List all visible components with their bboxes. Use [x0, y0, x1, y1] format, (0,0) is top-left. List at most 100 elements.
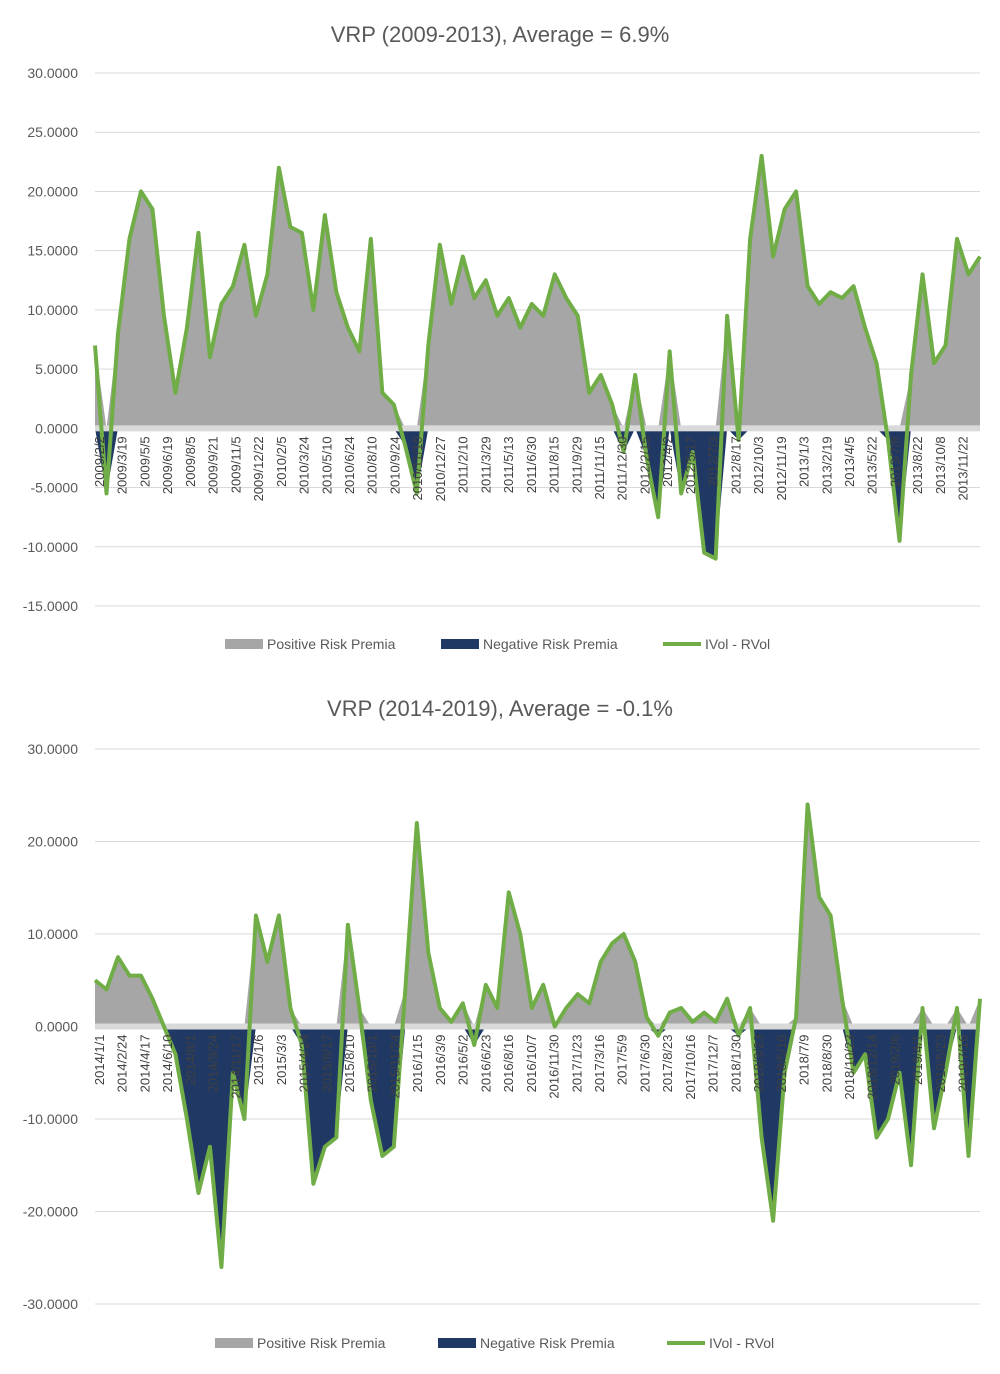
legend-ivol-rvol-label: IVol - RVol — [709, 1335, 774, 1351]
x-tick-label: 2013/1/3 — [797, 436, 812, 487]
y-tick-label: 30.0000 — [27, 65, 78, 81]
x-tick-label: 2011/6/30 — [524, 436, 539, 493]
x-tick-label: 2016/1/15 — [410, 1035, 425, 1093]
x-tick-label: 2019/7/16 — [956, 1035, 971, 1093]
x-tick-label: 2016/8/16 — [501, 1035, 516, 1093]
ivol-rvol-line — [93, 802, 982, 1269]
vrp-2014-2019-chart: VRP (2014-2019), Average = -0.1% 30.0000 2… — [23, 696, 982, 1351]
y-tick-label: 15.0000 — [27, 243, 78, 259]
x-tick-label: 2015/1/6 — [251, 1035, 266, 1086]
x-tick-label: 2014/1/1 — [92, 1035, 107, 1086]
x-tick-label: 2010/12/27 — [433, 436, 448, 501]
x-tick-label: 2012/8/17 — [728, 436, 743, 494]
x-tick-label: 2019/2/6 — [887, 1035, 902, 1086]
x-tick-label: 2013/2/19 — [819, 436, 834, 494]
x-tick-label: 2010/6/24 — [342, 436, 357, 494]
x-tick-label: 2011/5/13 — [501, 436, 516, 493]
legend-positive-risk-premia-swatch — [215, 1338, 253, 1348]
y-tick-label: -10.0000 — [23, 539, 78, 555]
y-tick-label: -30.0000 — [23, 1296, 78, 1312]
x-tick-label: 2014/2/24 — [115, 1035, 130, 1093]
x-tick-label: 2010/8/10 — [365, 436, 380, 494]
y-tick-label: 20.0000 — [27, 834, 78, 850]
x-tick-label: 2016/6/23 — [478, 1035, 493, 1093]
legend-negative-risk-premia-label: Negative Risk Premia — [483, 636, 618, 652]
x-tick-label: 2014/4/17 — [137, 1035, 152, 1093]
x-tick-label: 2018/3/23 — [751, 1035, 766, 1093]
x-tick-label: 2015/6/17 — [319, 1035, 334, 1093]
x-tick-label: 2013/7/8 — [887, 436, 902, 487]
x-tick-label: 2015/8/10 — [342, 1035, 357, 1093]
x-tick-label: 2010/5/10 — [319, 436, 334, 494]
legend-positive-risk-premia-label: Positive Risk Premia — [267, 636, 396, 652]
negative-risk-premia-area — [95, 428, 980, 559]
x-tick-label: 2012/11/19 — [774, 436, 789, 500]
x-tick-label: 2012/7/3 — [706, 436, 721, 487]
x-tick-label: 2016/11/30 — [547, 1035, 562, 1099]
x-tick-label: 2016/5/2 — [456, 1035, 471, 1086]
x-tick-label: 2011/2/10 — [456, 436, 471, 493]
x-tick-label: 2009/2/2 — [92, 436, 107, 487]
x-tick-label: 2015/4/24 — [297, 1035, 312, 1093]
chart-title: VRP (2014-2019), Average = -0.1% — [327, 696, 673, 721]
x-tick-label: 2013/10/8 — [933, 436, 948, 494]
legend-positive-risk-premia-label: Positive Risk Premia — [257, 1335, 386, 1351]
x-tick-label: 2011/9/29 — [569, 436, 584, 493]
y-tick-label: 5.0000 — [35, 361, 78, 377]
x-tick-label: 2009/3/19 — [115, 436, 130, 494]
x-tick-label: 2018/12/14 — [865, 1035, 880, 1100]
x-tick-label: 2010/3/24 — [297, 436, 312, 494]
zero-axis — [95, 425, 980, 432]
y-tick-label: -20.0000 — [23, 1204, 78, 1220]
x-tick-label: 2018/8/30 — [819, 1035, 834, 1093]
x-tick-label: 2018/7/9 — [797, 1035, 812, 1086]
x-tick-label: 2012/2/15 — [637, 436, 652, 494]
vrp-2009-2013-chart: VRP (2009-2013), Average = 6.9% 30.0000 25… — [23, 22, 982, 652]
x-tick-label: 2017/6/30 — [637, 1035, 652, 1093]
x-tick-label: 2017/5/9 — [615, 1035, 630, 1086]
x-tick-label: 2009/11/5 — [228, 436, 243, 493]
x-tick-label: 2019/4/1 — [910, 1035, 925, 1086]
x-tick-label: 2014/9/24 — [206, 1035, 221, 1093]
legend-negative-risk-premia-swatch — [441, 639, 479, 649]
x-tick-label: 2011/8/15 — [547, 436, 562, 493]
x-tick-label: 2016/3/9 — [433, 1035, 448, 1086]
x-tick-label: 2009/9/21 — [206, 436, 221, 494]
y-tick-label: -10.0000 — [23, 1111, 78, 1127]
x-tick-label: 2012/4/2 — [660, 436, 675, 487]
legend-negative-risk-premia-label: Negative Risk Premia — [480, 1335, 615, 1351]
x-tick-label: 2013/11/22 — [956, 436, 971, 500]
chart-title: VRP (2009-2013), Average = 6.9% — [331, 22, 670, 47]
y-tick-label: 10.0000 — [27, 302, 78, 318]
x-tick-label: 2012/10/3 — [751, 436, 766, 494]
y-tick-label: -5.0000 — [31, 480, 79, 496]
y-tick-label: -15.0000 — [23, 598, 78, 614]
y-tick-label: 30.0000 — [27, 741, 78, 757]
legend-negative-risk-premia-swatch — [438, 1338, 476, 1348]
x-tick-label: 2009/12/22 — [251, 436, 266, 501]
x-tick-label: 2018/1/30 — [728, 1035, 743, 1093]
ivol-rvol-line — [93, 153, 982, 561]
x-tick-label: 2014/6/10 — [160, 1035, 175, 1093]
x-tick-label: 2014/11/17 — [228, 1035, 243, 1099]
x-tick-label: 2011/12/30 — [615, 436, 630, 500]
x-tick-label: 2017/10/16 — [683, 1035, 698, 1100]
x-tick-label: 2017/12/7 — [706, 1035, 721, 1093]
x-tick-label: 2011/3/29 — [478, 436, 493, 493]
x-tick-label: 2017/3/16 — [592, 1035, 607, 1093]
y-tick-label: 10.0000 — [27, 926, 78, 942]
x-tick-label: 2017/1/23 — [569, 1035, 584, 1093]
x-tick-label: 2016/10/7 — [524, 1035, 539, 1093]
x-tick-label: 2010/2/5 — [274, 436, 289, 487]
x-tick-label: 2018/10/23 — [842, 1035, 857, 1100]
x-tick-label: 2015/10/1 — [365, 1035, 380, 1093]
y-tick-label: 20.0000 — [27, 183, 78, 199]
y-tick-label: 0.0000 — [35, 420, 78, 436]
x-tick-label: 2010/9/24 — [387, 436, 402, 494]
x-tick-label: 2011/11/15 — [592, 436, 607, 499]
x-tick-label: 2013/4/5 — [842, 436, 857, 487]
x-tick-label: 2018/5/16 — [774, 1035, 789, 1093]
x-tick-label: 2009/8/5 — [183, 436, 198, 487]
x-tick-label: 2009/5/5 — [137, 436, 152, 487]
